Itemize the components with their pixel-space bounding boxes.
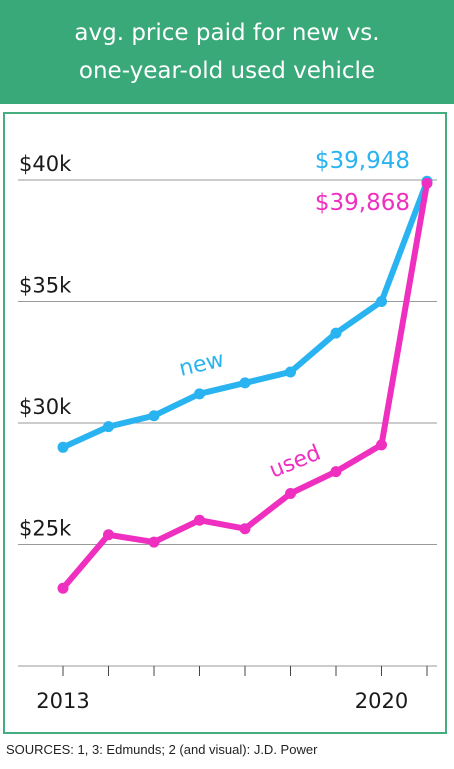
chart-title-line-2: one-year-old used vehicle	[78, 58, 376, 84]
data-point-used	[285, 487, 296, 499]
data-point-new	[285, 366, 296, 378]
chart-header: avg. price paid for new vs. one-year-old…	[0, 0, 454, 104]
series-line-new	[60, 178, 430, 451]
y-tick-label: $25k	[19, 517, 72, 541]
data-point-new	[103, 421, 114, 433]
source-note: SOURCES: 1, 3: Edmunds; 2 (and visual): …	[6, 742, 318, 757]
end-value-label-used: $39,868	[315, 190, 410, 216]
end-value-label-new: $39,948	[315, 148, 410, 174]
data-point-used	[330, 466, 342, 478]
data-point-used	[239, 523, 251, 535]
data-point-used	[148, 536, 160, 548]
data-point-new	[239, 377, 251, 389]
chart-panel: $25k $30k $35k $40k 2013 2020 $39,948 $39,868 ne…	[3, 112, 447, 734]
x-tick-label: 2020	[355, 689, 408, 713]
chart-title-line-1: avg. price paid for new vs.	[74, 20, 380, 46]
data-point-used	[57, 582, 69, 594]
y-tick-label: $30k	[19, 395, 72, 419]
data-point-used	[103, 529, 114, 541]
y-tick-label: $40k	[19, 152, 72, 176]
data-point-new	[57, 441, 69, 453]
data-point-used	[376, 439, 387, 451]
data-point-new	[148, 410, 160, 422]
series-name-label-new: new	[177, 347, 227, 382]
data-point-new	[376, 296, 387, 307]
series-name-label-used: used	[266, 441, 324, 484]
line-chart: $25k $30k $35k $40k 2013 2020 $39,948 $39,868 ne…	[18, 148, 437, 713]
data-point-new	[194, 388, 205, 400]
data-point-used	[421, 177, 433, 189]
data-point-new	[330, 327, 342, 339]
x-tick-label: 2013	[36, 689, 89, 713]
y-tick-label: $35k	[19, 274, 72, 298]
data-point-used	[194, 514, 205, 526]
